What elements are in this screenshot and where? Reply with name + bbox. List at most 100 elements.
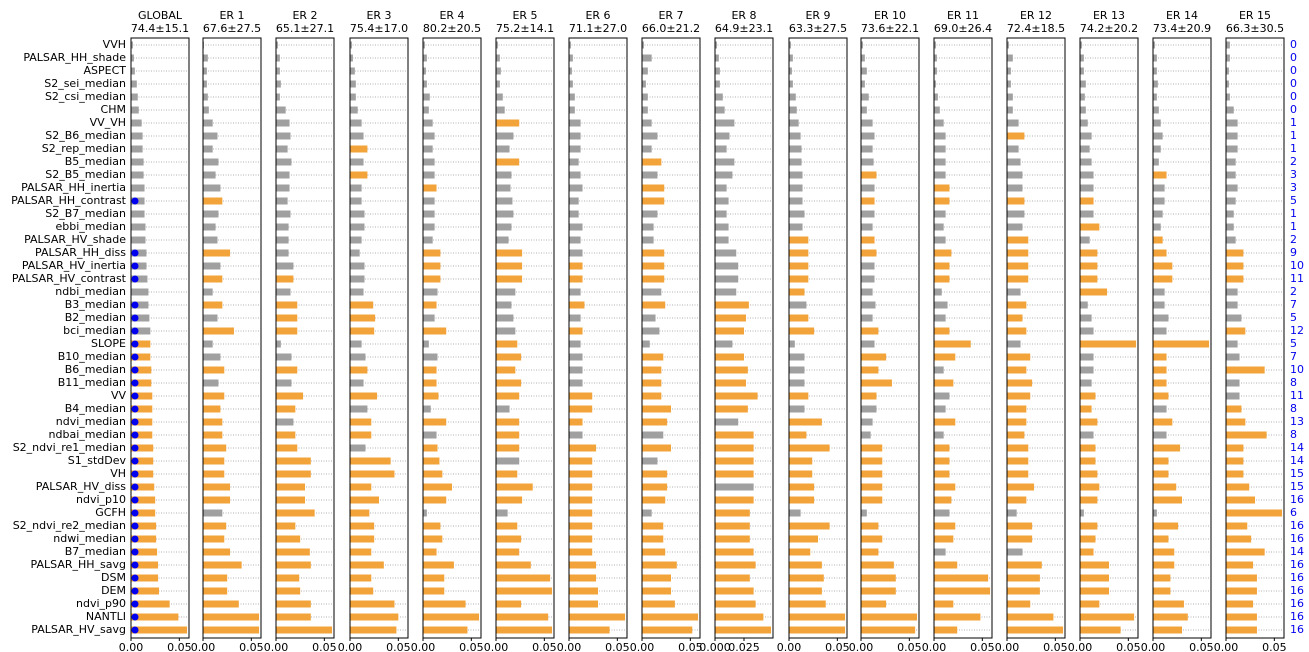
bar	[1080, 574, 1109, 582]
bar	[789, 262, 809, 270]
bar	[715, 41, 717, 49]
bar	[642, 145, 652, 153]
count-label: 5	[1290, 311, 1297, 324]
count-label: 10	[1290, 259, 1304, 272]
bar	[642, 288, 662, 296]
category-label: ndbi_median	[55, 285, 126, 298]
bar	[861, 444, 883, 452]
bar	[569, 327, 583, 335]
bar	[861, 405, 877, 413]
bar	[350, 249, 360, 257]
bar	[789, 314, 809, 322]
bar	[203, 236, 218, 244]
panel-subtitle: 75.4±17.0	[350, 22, 408, 35]
bar	[131, 54, 134, 62]
bar	[276, 327, 298, 335]
bar	[861, 509, 867, 517]
bar	[1153, 80, 1158, 88]
bar	[423, 132, 435, 140]
bar	[1007, 392, 1031, 400]
bar	[715, 626, 772, 634]
bar	[203, 535, 225, 543]
bar	[350, 418, 372, 426]
bar	[642, 600, 675, 608]
bar	[1007, 158, 1021, 166]
bar	[496, 288, 516, 296]
bar	[1007, 431, 1025, 439]
bar	[423, 457, 440, 465]
bar	[203, 288, 213, 296]
bar	[789, 106, 797, 114]
x-tick-label: 0.00	[191, 641, 216, 652]
bar	[861, 535, 883, 543]
bar	[861, 171, 877, 179]
bar	[1080, 119, 1088, 127]
bar	[642, 483, 668, 491]
bar	[131, 223, 146, 231]
bar	[934, 600, 954, 608]
bar	[131, 574, 159, 582]
bar	[1080, 210, 1094, 218]
category-label: B4_median	[65, 402, 126, 415]
bar	[861, 288, 873, 296]
bar	[1153, 249, 1167, 257]
bar	[423, 444, 438, 452]
bar	[1226, 145, 1238, 153]
bar	[642, 327, 660, 335]
category-label: DEM	[101, 584, 126, 597]
bar	[1007, 626, 1064, 634]
bar	[496, 249, 523, 257]
bar	[131, 444, 154, 452]
bar	[496, 145, 510, 153]
bar	[350, 132, 364, 140]
bar	[934, 626, 958, 634]
bar	[789, 171, 803, 179]
bar	[496, 236, 509, 244]
bar	[642, 418, 668, 426]
bar	[715, 379, 746, 387]
bar	[861, 210, 875, 218]
x-tick-label: 0.025	[728, 641, 760, 652]
bar	[276, 158, 292, 166]
bar	[642, 67, 648, 75]
bar	[1007, 587, 1040, 595]
bar	[276, 600, 311, 608]
bar	[350, 509, 370, 517]
selected-marker	[131, 249, 139, 257]
bar	[131, 275, 148, 283]
bar	[861, 301, 876, 309]
category-label: PALSAR_HH_contrast	[11, 194, 127, 207]
bar	[350, 184, 362, 192]
count-label: 16	[1290, 493, 1304, 506]
bar	[715, 119, 735, 127]
count-label: 15	[1290, 480, 1304, 493]
bar	[496, 119, 520, 127]
bar	[496, 67, 501, 75]
bar	[569, 184, 583, 192]
bar	[934, 223, 944, 231]
bar	[1080, 613, 1135, 621]
bar	[934, 483, 956, 491]
bar	[131, 210, 145, 218]
bar	[350, 522, 375, 530]
bar	[203, 184, 221, 192]
bar	[131, 366, 152, 374]
bar	[350, 262, 365, 270]
bar	[1153, 496, 1182, 504]
count-label: 8	[1290, 402, 1297, 415]
category-label: ndvi_p90	[76, 597, 126, 610]
bar	[423, 171, 435, 179]
count-label: 12	[1290, 324, 1304, 337]
category-label: B5_median	[65, 155, 126, 168]
bar	[715, 223, 729, 231]
bar	[861, 314, 873, 322]
bar	[789, 587, 822, 595]
bar	[861, 470, 883, 478]
bar	[642, 522, 664, 530]
bar	[131, 392, 153, 400]
bar	[1080, 587, 1109, 595]
bar	[642, 626, 693, 634]
bar	[1153, 418, 1173, 426]
bar	[1080, 444, 1096, 452]
bar	[350, 574, 372, 582]
